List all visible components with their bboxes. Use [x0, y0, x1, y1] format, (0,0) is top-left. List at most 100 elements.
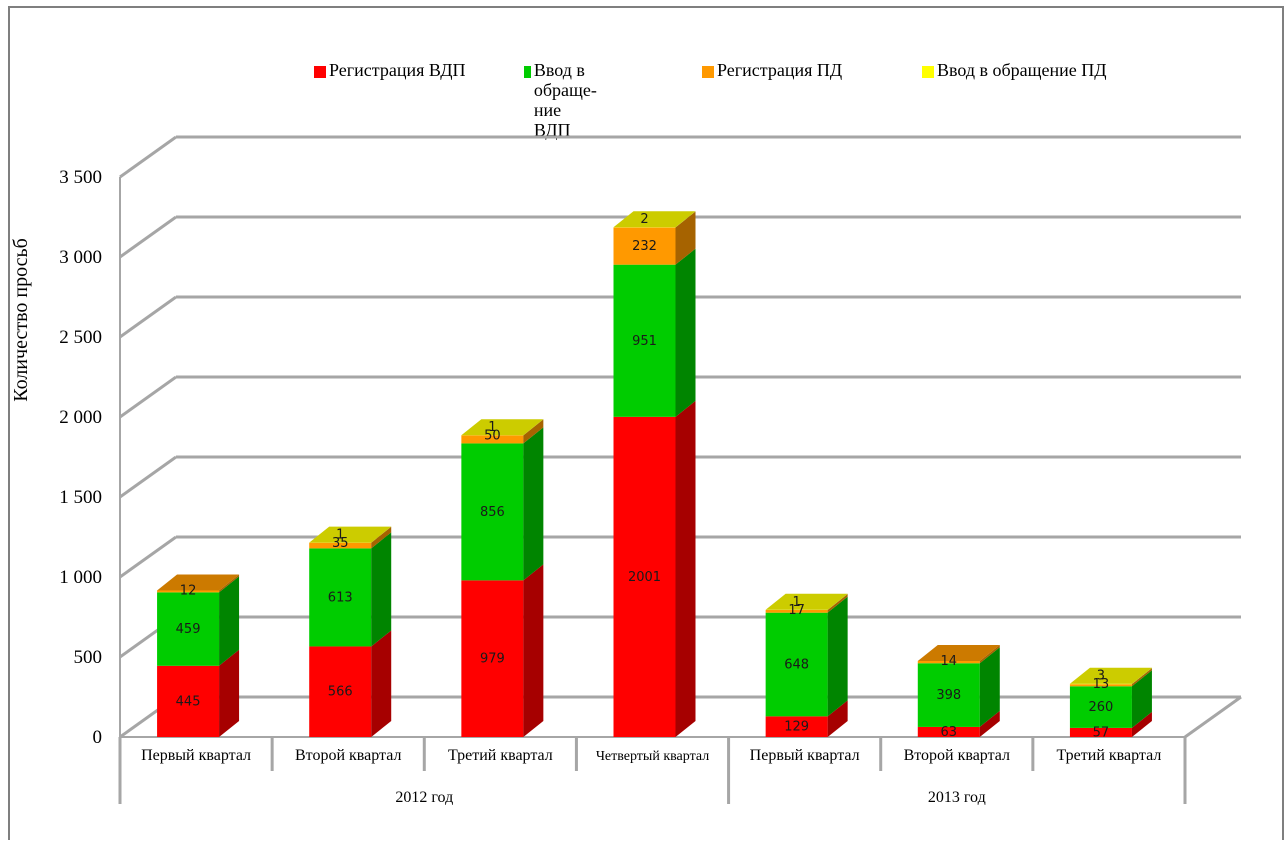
bar-side-s3-c1	[219, 574, 240, 593]
gridline-side-7	[119, 135, 177, 179]
bar-s1-c7	[1069, 727, 1132, 737]
data-label-s1-c1: 445	[176, 694, 201, 709]
bar-side-s1-c4	[675, 400, 696, 737]
bar-side-s2-c3	[523, 427, 544, 581]
data-label-s1-c6: 63	[941, 725, 958, 740]
bar-s3-c4	[613, 227, 676, 265]
legend-item-series-3: Регистрация ПД	[702, 60, 842, 81]
bar-s1-c1	[157, 665, 220, 737]
bar-s3-c3	[461, 435, 524, 444]
bar-s2-c2	[309, 548, 372, 647]
data-label-s4-c7: 3	[1097, 669, 1105, 684]
bar-side-s3-c6	[979, 645, 1000, 664]
bar-top-c4	[613, 211, 696, 228]
bar-side-s1-c2	[371, 630, 392, 737]
data-label-s2-c2: 613	[328, 590, 353, 605]
data-label-s3-c2: 35	[332, 536, 349, 551]
legend-swatch-series-4	[922, 66, 934, 78]
legend-item-series-2: Ввод в обраще- ние ВДП	[524, 60, 602, 140]
gridline-side-4	[119, 375, 177, 419]
y-tick-label-1: 500	[74, 647, 103, 668]
y-tick-label-3: 1 500	[59, 487, 102, 508]
bar-s1-c4	[613, 416, 676, 737]
floor-right-edge	[1184, 695, 1242, 739]
data-label-s4-c2: 1	[336, 528, 344, 543]
data-label-s3-c1: 12	[180, 583, 197, 598]
bar-top-c6	[917, 645, 1000, 661]
bar-s3-c6	[917, 661, 980, 664]
x-tick-label-4: Первый квартал	[750, 747, 860, 764]
bar-side-s3-c7	[1131, 668, 1152, 687]
legend-label-series-3: Регистрация ПД	[717, 60, 843, 80]
y-tick-label-7: 3 500	[59, 167, 102, 188]
bar-s1-c3	[461, 580, 524, 737]
bar-s2-c4	[613, 264, 676, 417]
y-tick-label-5: 2 500	[59, 327, 102, 348]
data-label-s4-c3: 1	[488, 420, 496, 435]
bar-side-s4-c4	[675, 211, 696, 228]
gridline-side-5	[119, 295, 177, 339]
chart-frame	[8, 6, 1284, 840]
bar-side-s2-c1	[219, 576, 240, 666]
bar-side-s2-c7	[1131, 670, 1152, 728]
x-tick-label-0: Первый квартал	[141, 747, 251, 764]
bar-side-s4-c7	[1131, 667, 1152, 685]
x-tick-label-5: Второй квартал	[904, 747, 1010, 764]
legend-label-series-2: Ввод в обраще- ние ВДП	[533, 60, 597, 140]
data-label-s1-c3: 979	[480, 652, 505, 667]
x-tick-label-2: Третий квартал	[448, 747, 553, 764]
bar-side-s4-c2	[371, 526, 392, 543]
x-tick-label-3: Четвертый квартал	[596, 749, 709, 764]
y-tick-label-2: 1 000	[59, 567, 102, 588]
legend-swatch-series-2	[524, 66, 531, 78]
data-label-s1-c2: 566	[328, 685, 353, 700]
x-group-label-0: 2012 год	[395, 789, 453, 806]
bar-s3-c7	[1069, 684, 1132, 687]
bar-side-s3-c2	[371, 526, 392, 549]
bar-side-s2-c6	[979, 647, 1000, 727]
bar-s1-c5	[765, 716, 828, 737]
bar-top-c1	[157, 574, 240, 591]
data-label-s3-c5: 17	[788, 603, 805, 618]
bar-s2-c6	[917, 663, 980, 727]
bar-side-s1-c5	[827, 700, 848, 737]
legend-swatch-series-1	[314, 66, 326, 78]
x-tick-label-1: Второй квартал	[295, 747, 401, 764]
data-label-s4-c5: 1	[793, 595, 801, 610]
bar-side-s2-c4	[675, 248, 696, 417]
data-label-s1-c4: 2001	[628, 570, 661, 585]
bar-side-s2-c5	[827, 596, 848, 717]
data-label-s2-c4: 951	[632, 334, 657, 349]
y-tick-label-0: 0	[93, 727, 103, 748]
bar-side-s4-c5	[827, 593, 848, 610]
bar-s3-c2	[309, 542, 372, 549]
x-tick-label-6: Третий квартал	[1057, 747, 1162, 764]
bar-side-s4-c3	[523, 419, 544, 436]
bar-top-c2	[309, 526, 392, 543]
bar-side-s3-c3	[523, 419, 544, 444]
bar-s2-c5	[765, 612, 828, 717]
legend-label-series-4: Ввод в обращение ПД	[937, 60, 1107, 80]
y-tick-label-6: 3 000	[59, 247, 102, 268]
gridline-side-3	[119, 455, 177, 499]
bar-top-c3	[461, 419, 544, 436]
gridline-side-2	[119, 535, 177, 579]
data-label-s4-c4: 2	[640, 212, 648, 227]
bar-top-c7	[1069, 667, 1152, 684]
data-label-s2-c1: 459	[176, 622, 201, 637]
data-label-s2-c6: 398	[936, 688, 961, 703]
data-label-s3-c7: 13	[1093, 677, 1110, 692]
bar-side-s2-c2	[371, 532, 392, 647]
data-label-s1-c7: 57	[1093, 725, 1110, 740]
legend-item-series-1: Регистрация ВДП	[314, 60, 466, 81]
data-label-s3-c3: 50	[484, 428, 501, 443]
legend-label-series-1: Регистрация ВДП	[329, 60, 466, 80]
data-label-s3-c6: 14	[941, 654, 958, 669]
data-label-s3-c4: 232	[632, 239, 657, 254]
y-tick-label-4: 2 000	[59, 407, 102, 428]
data-label-s2-c7: 260	[1089, 700, 1114, 715]
data-label-s2-c3: 856	[480, 505, 505, 520]
bar-s1-c2	[309, 646, 372, 737]
bar-top-c5	[765, 593, 848, 610]
